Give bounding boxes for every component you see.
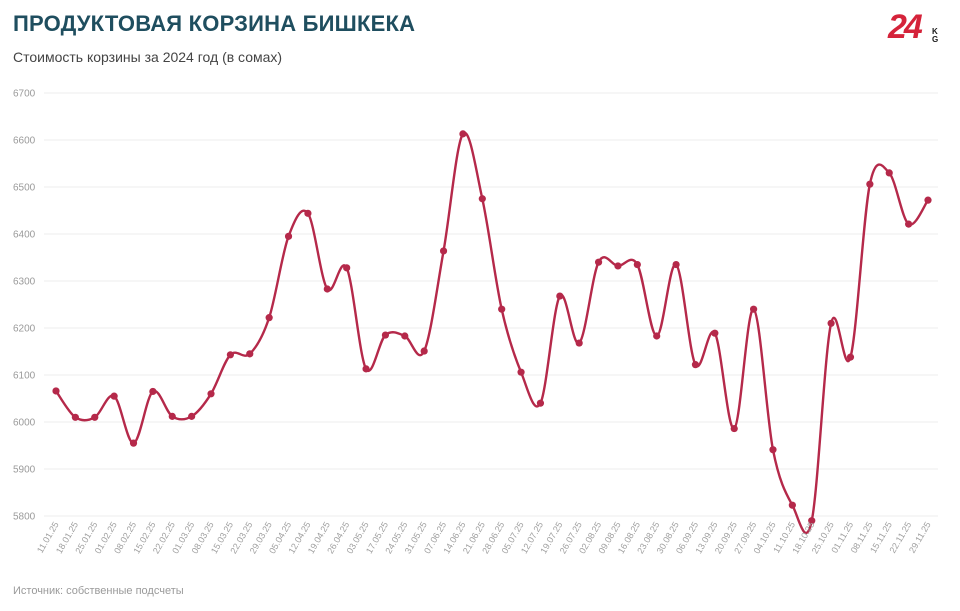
data-point: [362, 365, 370, 373]
data-point: [110, 392, 118, 400]
y-tick-label: 6700: [13, 89, 36, 100]
data-point: [439, 247, 448, 255]
data-point: [246, 350, 254, 358]
data-point: [924, 196, 932, 204]
data-point: [207, 390, 215, 398]
data-point: [556, 292, 564, 300]
logo-suffix: KG: [932, 27, 939, 44]
data-point: [691, 361, 700, 369]
data-point: [614, 262, 622, 270]
data-point: [401, 332, 409, 340]
data-point: [91, 413, 99, 421]
data-point: [594, 258, 603, 266]
y-tick-label: 6600: [13, 136, 36, 147]
data-point: [517, 368, 525, 376]
y-tick-label: 6300: [13, 277, 36, 288]
data-point: [885, 169, 893, 177]
y-tick-label: 6200: [13, 324, 36, 335]
data-point: [71, 413, 79, 421]
data-point: [188, 412, 196, 420]
data-point: [905, 220, 913, 228]
data-point: [633, 260, 641, 269]
data-point: [149, 387, 157, 396]
data-point: [459, 130, 467, 138]
chart-subtitle: Стоимость корзины за 2024 год (в сомах): [13, 49, 283, 65]
data-point: [323, 285, 331, 293]
data-point: [536, 399, 545, 407]
y-tick-label: 6500: [13, 183, 36, 194]
y-tick-label: 5800: [13, 512, 36, 523]
data-point: [168, 412, 176, 420]
chart-title: ПРОДУКТОВАЯ КОРЗИНА БИШКЕКА: [13, 11, 416, 36]
logo-number: 24: [888, 8, 923, 46]
series-line: [55, 131, 930, 534]
data-point: [866, 180, 874, 188]
data-point: [129, 439, 138, 447]
data-point: [769, 446, 777, 454]
data-point: [284, 232, 293, 240]
data-point: [343, 264, 351, 272]
y-tick-label: 6100: [13, 371, 36, 382]
data-point: [653, 332, 661, 340]
data-point: [827, 319, 835, 327]
data-point: [730, 424, 738, 433]
data-point: [381, 331, 390, 339]
data-point: [478, 195, 486, 203]
source-note: Источник: собственные подсчеты: [13, 585, 184, 597]
data-point: [498, 305, 506, 313]
data-point: [750, 305, 758, 313]
data-point: [265, 314, 273, 322]
data-point: [808, 517, 816, 525]
data-point: [846, 353, 855, 361]
data-point: [304, 209, 312, 217]
y-tick-label: 6400: [13, 230, 36, 241]
data-point: [788, 501, 796, 509]
brand-logo: 24 KG: [888, 8, 944, 48]
data-point: [226, 351, 234, 359]
data-point: [575, 339, 583, 347]
data-point: [711, 329, 719, 337]
y-tick-label: 6000: [13, 418, 36, 429]
data-point: [420, 347, 428, 355]
data-point: [672, 260, 680, 269]
y-tick-label: 5900: [13, 465, 36, 476]
data-point: [52, 387, 60, 395]
